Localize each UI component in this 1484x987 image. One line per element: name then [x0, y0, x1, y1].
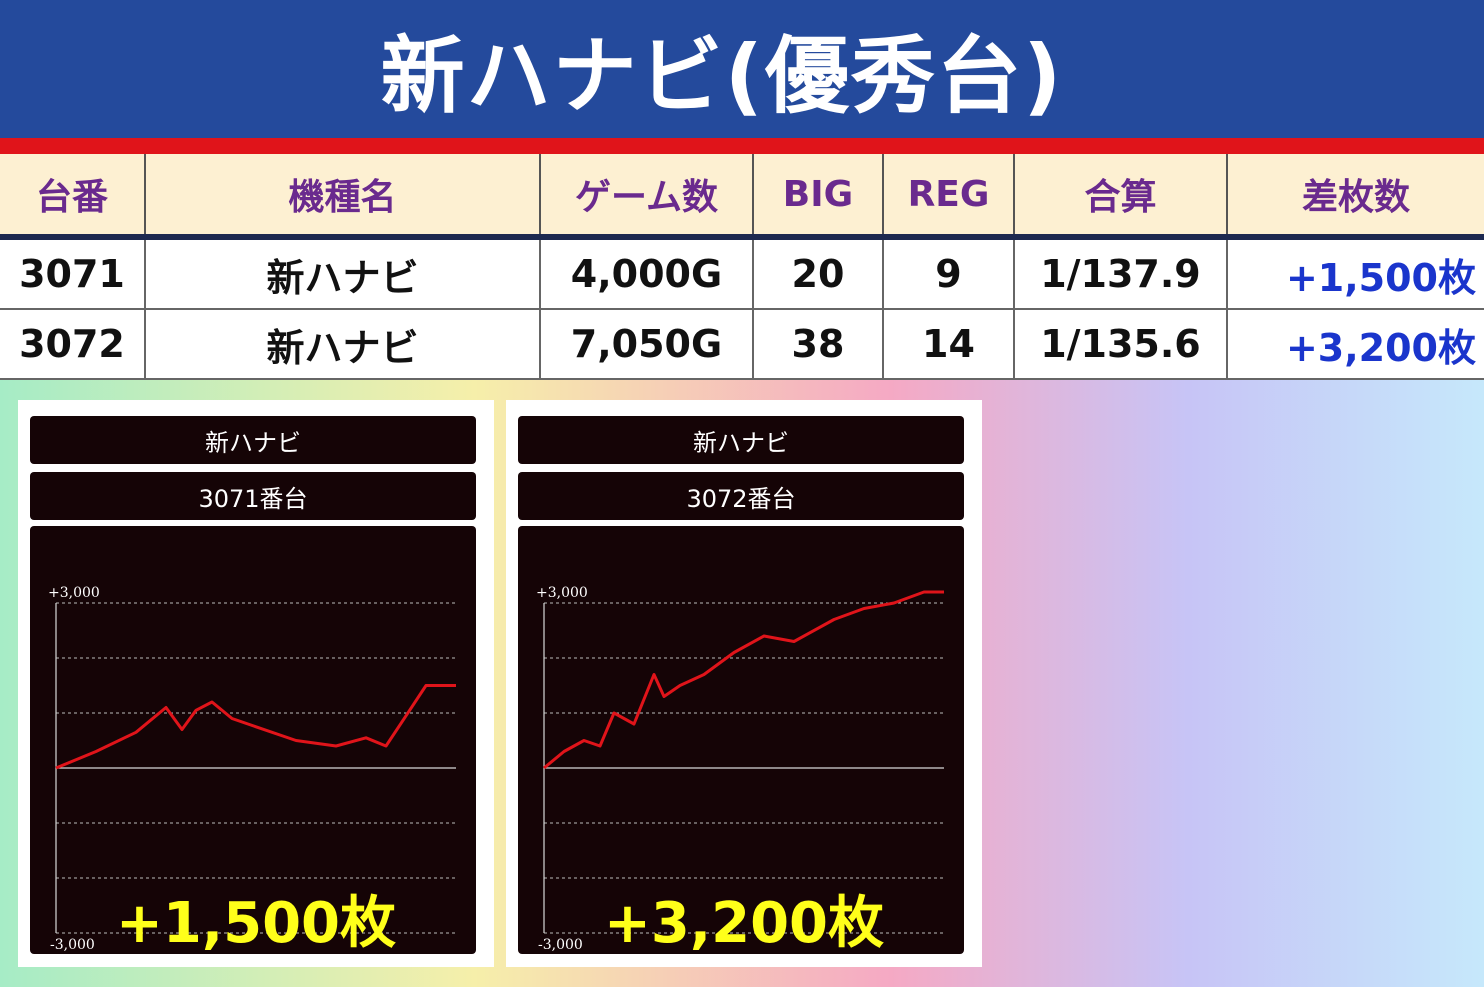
machine-number-label: 3071番台: [30, 472, 476, 520]
diff-annotation: +3,200枚: [603, 891, 885, 956]
table-cell: 4,000G: [540, 237, 754, 310]
column-header: 台番: [0, 154, 146, 240]
column-header: 合算: [1014, 154, 1228, 240]
table-row: 3071 新ハナビ 4,000G 20 9 1/137.9 +1,500枚: [0, 237, 1484, 310]
machine-number-label: 3072番台: [518, 472, 964, 520]
table-cell: 38: [753, 309, 884, 380]
graph-area: 新ハナビ 3071番台 +3,000 -3,000 +1,500枚 新ハナビ 30…: [0, 380, 1484, 987]
y-tick-label: -3,000: [50, 937, 95, 953]
data-line: [55, 684, 456, 770]
table-cell: 14: [883, 309, 1015, 380]
table-cell: 3071: [0, 237, 146, 310]
column-header: 差枚数: [1227, 154, 1484, 240]
table-cell: 3072: [0, 309, 146, 380]
column-header: 機種名: [145, 154, 541, 240]
table-cell: 20: [753, 237, 884, 310]
table-cell: 7,050G: [540, 309, 754, 380]
table-header-row: 台番 機種名 ゲーム数 BIG REG 合算 差枚数: [0, 154, 1484, 240]
graph-panel: [30, 526, 476, 954]
table-cell: 9: [883, 237, 1015, 310]
y-tick-label: -3,000: [538, 937, 583, 953]
machine-name-label: 新ハナビ: [30, 416, 476, 464]
graph-panel: [518, 526, 964, 954]
title-bar: 新ハナビ(優秀台): [0, 0, 1484, 138]
graph-card: 新ハナビ 3072番台 +3,000 -3,000 +3,200枚: [506, 400, 982, 967]
column-header: BIG: [753, 154, 884, 240]
machine-name-label: 新ハナビ: [518, 416, 964, 464]
table-cell: 1/135.6: [1014, 309, 1228, 380]
table-cell: 新ハナビ: [145, 309, 541, 380]
line-chart: +3,000 -3,000: [536, 585, 944, 953]
column-header: REG: [883, 154, 1015, 240]
y-tick-label: +3,000: [48, 585, 100, 601]
diff-annotation: +1,500枚: [115, 891, 397, 956]
y-tick-label: +3,000: [536, 585, 588, 601]
table-cell: 新ハナビ: [145, 237, 541, 310]
column-header: ゲーム数: [540, 154, 754, 240]
table-row: 3072 新ハナビ 7,050G 38 14 1/135.6 +3,200枚: [0, 309, 1484, 380]
table-cell: +1,500枚: [1227, 237, 1484, 310]
page-title: 新ハナビ(優秀台): [380, 26, 1064, 125]
data-line: [543, 590, 944, 770]
table-cell: 1/137.9: [1014, 237, 1228, 310]
graph-card: 新ハナビ 3071番台 +3,000 -3,000 +1,500枚: [18, 400, 494, 967]
line-chart: +3,000 -3,000: [48, 585, 456, 953]
table-cell: +3,200枚: [1227, 309, 1484, 380]
stats-table: 台番 機種名 ゲーム数 BIG REG 合算 差枚数 3071 新ハナビ 4,0…: [0, 154, 1484, 380]
red-stripe: [0, 138, 1484, 154]
